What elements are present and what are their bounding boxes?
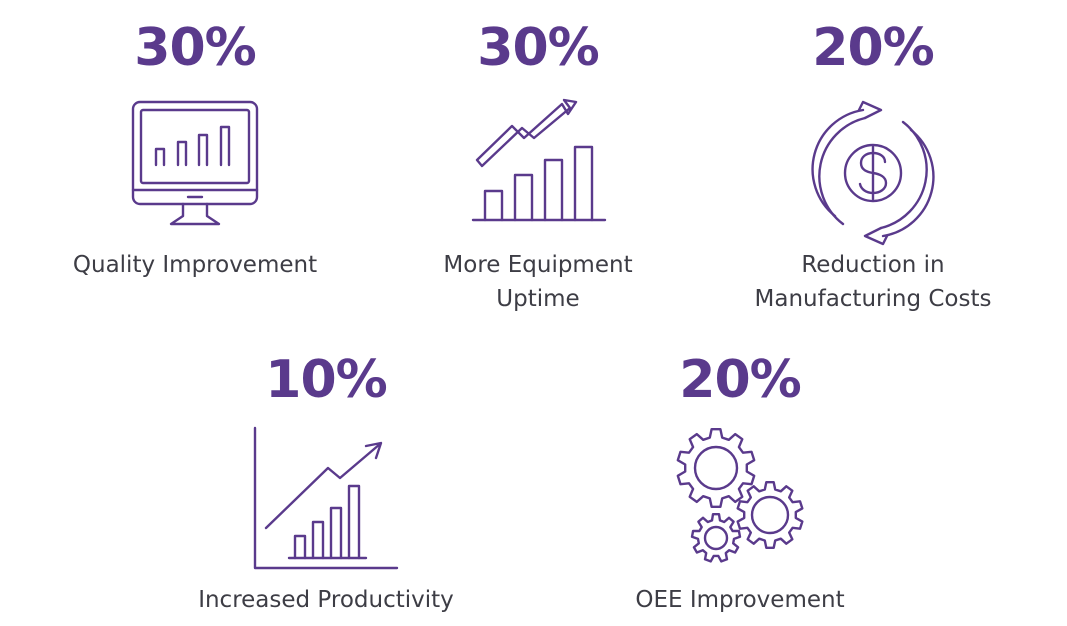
- stat-label-line-1: OEE Improvement: [635, 587, 845, 613]
- dollar-cycle-arrows-icon: [807, 100, 939, 246]
- stat-label-line-1: Reduction in: [801, 252, 945, 278]
- stat-label: Quality Improvement: [25, 248, 365, 282]
- stat-label-line-1: Increased Productivity: [198, 587, 454, 613]
- gears-icon: [676, 428, 804, 564]
- stat-label: More Equipment Uptime: [368, 248, 708, 316]
- gear-medium: [736, 481, 804, 549]
- stat-label: Reduction in Manufacturing Costs: [703, 248, 1043, 316]
- stat-label-line-1: More Equipment: [443, 252, 633, 278]
- stat-label-line-2: Uptime: [496, 286, 580, 312]
- rising-bar-chart-arrow-icon: [471, 98, 607, 224]
- stat-label: OEE Improvement: [570, 583, 910, 617]
- stat-label-line-2: Manufacturing Costs: [754, 286, 992, 312]
- stat-value: 20%: [812, 18, 934, 78]
- gear-teeth-outline: [736, 481, 804, 549]
- monitor-bar-chart-icon: [131, 100, 259, 228]
- stat-value: 10%: [265, 350, 387, 410]
- growth-chart-axes-icon: [253, 426, 399, 570]
- gear-large: [676, 428, 756, 508]
- gear-small: [690, 513, 742, 563]
- stat-value: 30%: [134, 18, 256, 78]
- gear-teeth-outline: [690, 513, 742, 563]
- stat-value: 30%: [477, 18, 599, 78]
- gear-teeth-outline: [676, 428, 756, 508]
- stat-value: 20%: [679, 350, 801, 410]
- stat-label-line-1: Quality Improvement: [72, 252, 318, 278]
- stat-label: Increased Productivity: [156, 583, 496, 617]
